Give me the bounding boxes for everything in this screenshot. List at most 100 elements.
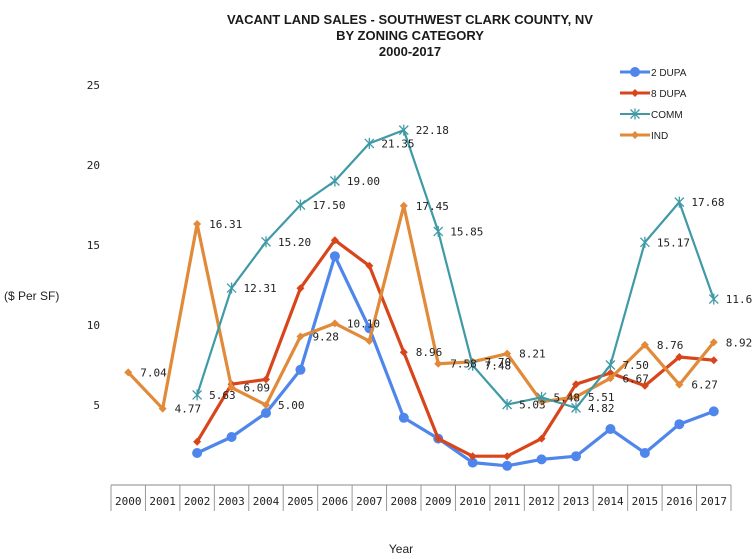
data-point-ind: [640, 340, 649, 349]
data-point-ind: [330, 319, 339, 328]
data-label-ind: 6.09: [244, 382, 270, 395]
data-point-ind: [296, 332, 305, 341]
data-labels: 8.96 7.04 4.77 16.31 6.09 5.00 9.28 10.10 17.45 7…: [140, 124, 753, 416]
data-label-comm: 5.48: [554, 391, 581, 404]
chart-title-line-3: 2000-2017: [379, 44, 441, 59]
data-label-ind: 4.77: [175, 403, 202, 416]
data-label-comm: 5.63: [209, 389, 236, 402]
x-tick-label: 2011: [494, 495, 521, 508]
chart-title-line-2: BY ZONING CATEGORY: [336, 28, 484, 43]
series-comm: [192, 124, 719, 414]
data-point-ind: [675, 380, 684, 389]
data-point-8-dupa: [434, 434, 443, 443]
x-tick-label: 2008: [391, 495, 418, 508]
legend-marker: [631, 131, 639, 139]
data-point-8-dupa: [262, 375, 270, 384]
data-point-8-dupa: [503, 452, 512, 461]
data-label-ind: 10.10: [347, 317, 380, 330]
chart-title: VACANT LAND SALES - SOUTHWEST CLARK COUN…: [227, 12, 593, 59]
data-point-comm: [295, 199, 306, 211]
x-tick-label: 2013: [563, 495, 590, 508]
chart-title-line-1: VACANT LAND SALES - SOUTHWEST CLARK COUN…: [227, 12, 593, 27]
data-label-comm: 15.20: [278, 236, 311, 249]
data-point-comm: [639, 236, 650, 248]
legend-item-8-dupa: 8 DUPA: [620, 89, 687, 100]
legend-label: 2 DUPA: [651, 68, 687, 79]
data-point-comm: [329, 175, 340, 187]
data-point-2-dupa: [467, 457, 478, 468]
data-label-comm: 11.62: [726, 293, 753, 306]
data-point-2-dupa: [261, 408, 271, 418]
y-tick-label: 10: [87, 319, 100, 332]
data-point-8-dupa: [296, 284, 305, 293]
series-line-ind: [126, 204, 716, 411]
data-point-8-dupa: [468, 452, 477, 461]
legend-item-comm: COMM: [620, 108, 683, 121]
x-tick-label: 2012: [528, 495, 555, 508]
x-tick-label: 2016: [666, 495, 693, 508]
data-label-ind: 8.76: [657, 339, 684, 352]
data-point-comm: [226, 282, 237, 294]
data-label-ind: 7.04: [140, 366, 167, 379]
legend-marker: [631, 89, 639, 97]
data-point-2-dupa: [708, 406, 719, 417]
data-label-ind: 6.27: [691, 379, 718, 392]
data-point-2-dupa: [226, 432, 237, 442]
data-point-ind: [503, 349, 512, 358]
data-label-8-dupa: 8.96: [416, 346, 443, 359]
data-point-comm: [502, 399, 513, 411]
data-label-ind: 5.51: [588, 391, 615, 404]
x-tick-label: 2009: [425, 495, 452, 508]
x-axis: 2000 2001 2002 2003 2004 2005 2006 2007 2008 2009…: [110, 484, 732, 511]
x-tick-label: 2000: [115, 495, 142, 508]
data-point-comm: [261, 236, 271, 248]
x-tick-label: 2017: [701, 495, 728, 508]
data-label-comm: 4.82: [588, 402, 615, 415]
data-point-comm: [674, 196, 685, 208]
data-point-ind: [365, 337, 374, 345]
data-label-ind: 6.67: [622, 372, 649, 385]
legend-label: IND: [651, 131, 668, 142]
data-label-comm: 22.18: [416, 124, 449, 137]
data-label-ind: 8.21: [519, 348, 546, 361]
legend-marker: [630, 108, 640, 120]
data-label-comm: 5.03: [519, 399, 546, 412]
x-tick-label: 2014: [597, 495, 624, 508]
x-tick-label: 2015: [632, 495, 659, 508]
legend-item-2-dupa: 2 DUPA: [620, 67, 687, 79]
data-point-ind: [124, 368, 133, 377]
y-tick-label: 15: [87, 239, 100, 252]
data-point-comm: [708, 293, 719, 305]
y-axis-label: ($ Per SF): [4, 289, 59, 303]
x-tick-label: 2005: [287, 495, 314, 508]
x-tick-label: 2006: [322, 495, 349, 508]
data-point-comm: [364, 137, 375, 149]
data-point-comm: [605, 359, 616, 371]
data-point-8-dupa: [572, 380, 580, 389]
data-point-8-dupa: [675, 353, 684, 361]
data-point-ind: [262, 401, 270, 409]
data-point-ind: [572, 392, 580, 401]
data-point-2-dupa: [502, 460, 513, 471]
data-point-comm: [467, 359, 478, 371]
data-point-2-dupa: [398, 412, 409, 423]
series-line-comm: [196, 129, 715, 409]
x-axis-label: Year: [389, 542, 413, 556]
series-2-dupa: [192, 251, 719, 471]
data-point-2-dupa: [639, 448, 650, 458]
data-label-comm: 17.68: [691, 196, 724, 209]
data-point-ind: [606, 374, 615, 383]
data-label-ind: 7.58: [450, 358, 477, 371]
legend: 2 DUPA 8 DUPA COMM IND: [620, 67, 687, 142]
x-tick-label: 2002: [184, 495, 211, 508]
data-point-8-dupa: [330, 236, 339, 245]
data-point-2-dupa: [571, 451, 581, 462]
data-point-comm: [433, 225, 444, 237]
x-tick-label: 2007: [356, 495, 383, 508]
data-point-comm: [398, 124, 409, 136]
data-point-ind: [399, 201, 408, 210]
data-label-comm: 7.48: [485, 359, 512, 372]
x-tick-label: 2001: [149, 495, 176, 508]
y-tick-label: 5: [93, 399, 100, 412]
